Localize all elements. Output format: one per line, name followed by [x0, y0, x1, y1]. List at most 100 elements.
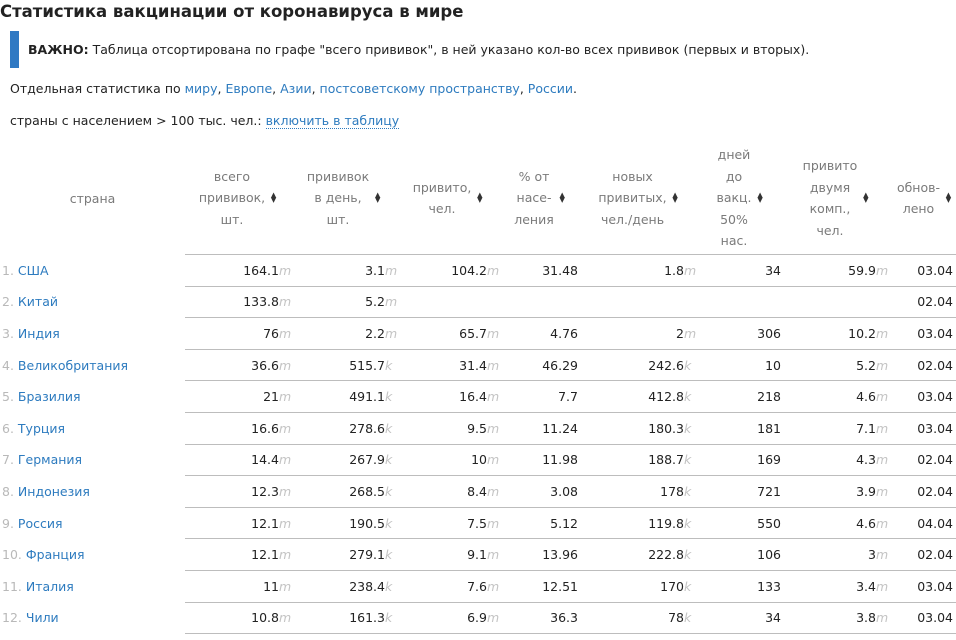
link-asia[interactable]: Азии [280, 81, 312, 96]
link-post-soviet[interactable]: постсоветскому пространству [319, 81, 520, 96]
unit-suffix: m [876, 389, 889, 405]
column-header-content: дней до вакц. 50% нас. ▲ ▼ [700, 144, 780, 252]
country-link[interactable]: Чили [25, 610, 59, 626]
cell-value: 9.5 [467, 420, 487, 436]
country-cell: 8. Индонезия [0, 476, 185, 508]
link-europe[interactable]: Европе [225, 81, 273, 96]
sort-arrows-icon[interactable]: ▲ ▼ [945, 191, 952, 204]
cell-value: 4.6 [856, 515, 876, 531]
separate-stats-links: Отдельная статистика по миру, Европе, Аз… [10, 81, 577, 96]
country-link[interactable]: Китай [17, 294, 58, 310]
daily-cell: 491.1k [291, 380, 397, 413]
table-row: 9. Россия 12.1m 190.5k 7.5m 5.12 119.8k 550 4.6… [0, 506, 956, 539]
sort-arrows-icon[interactable]: ▲ ▼ [672, 191, 678, 204]
cell-value: 34 [765, 262, 781, 278]
country-link[interactable]: Великобритания [17, 357, 129, 373]
column-header-total-vaccinations[interactable]: всего прививок, шт. ▲ ▼ [185, 142, 291, 255]
column-header-label: дней до вакц. 50% нас. [716, 144, 751, 252]
country-link[interactable]: Бразилия [17, 389, 81, 405]
country-link[interactable]: США [17, 262, 49, 278]
cell-value: 02.04 [917, 357, 953, 373]
country-link[interactable]: Италия [25, 578, 74, 594]
cell-value: 7.1 [856, 420, 876, 436]
unit-suffix: m [279, 357, 292, 373]
column-header-new-vaccinated[interactable]: новых привитых, чел./день ▲ ▼ [581, 142, 696, 255]
cell-value: 11.98 [542, 452, 578, 468]
unit-suffix: m [876, 420, 889, 436]
sort-arrows-icon[interactable]: ▲ ▼ [757, 191, 763, 204]
link-world[interactable]: миру [184, 81, 218, 96]
updated-cell: 02.04 [888, 443, 956, 476]
cell-value: 16.4 [459, 389, 487, 405]
country-link[interactable]: Германия [17, 452, 83, 468]
cell-value: 5.2 [365, 294, 385, 310]
percent-cell: 13.96 [499, 538, 581, 571]
column-header-line: страна [69, 190, 116, 206]
sort-arrows-icon[interactable]: ▲ ▼ [270, 191, 277, 204]
percent-cell: 5.12 [499, 506, 581, 539]
country-link[interactable]: Франция [25, 547, 85, 563]
country-link[interactable]: Индия [17, 325, 60, 341]
unit-suffix: k [385, 515, 393, 531]
fully-vaccinated-cell: 5.2m [784, 348, 888, 381]
sort-arrows-icon[interactable]: ▲ ▼ [559, 191, 565, 204]
column-header-country[interactable]: страна [0, 142, 185, 255]
days-cell: 169 [696, 443, 784, 476]
unit-suffix: k [385, 578, 393, 594]
vaccinated-cell: 65.7m [397, 317, 499, 350]
cell-value: 164.1 [243, 262, 279, 278]
column-header-content: % от насе-ления ▲ ▼ [503, 166, 577, 231]
column-header-content: прививок в день, шт. ▲ ▼ [295, 166, 393, 231]
include-in-table-link[interactable]: включить в таблицу [265, 113, 400, 129]
sort-arrows-icon[interactable]: ▲ ▼ [374, 191, 381, 204]
column-header-content: привито двумя комп., чел. ▲ ▼ [788, 155, 884, 241]
column-header-days-to-50[interactable]: дней до вакц. 50% нас. ▲ ▼ [696, 142, 784, 255]
column-header-fully-vaccinated[interactable]: привито двумя комп., чел. ▲ ▼ [784, 142, 888, 255]
cell-value: 13.96 [542, 547, 578, 563]
cell-value: 412.8 [648, 389, 684, 405]
vaccinated-cell: 9.1m [397, 538, 499, 571]
unit-suffix: m [279, 452, 292, 468]
table-row: 11. Италия 11m 238.4k 7.6m 12.51 170k 133 3.4m 0… [0, 569, 956, 603]
column-header-line: прививок, [198, 190, 266, 206]
cell-value: 550 [757, 515, 781, 531]
country-link[interactable]: Индонезия [17, 483, 90, 499]
cell-value: 04.04 [917, 515, 953, 531]
unit-suffix: m [385, 325, 398, 341]
new-vaccinated-cell: 412.8k [581, 380, 696, 413]
sort-arrows-icon[interactable]: ▲ ▼ [477, 191, 483, 204]
link-russia[interactable]: России [527, 81, 573, 96]
unit-suffix: m [279, 294, 292, 310]
sort-arrows-icon[interactable]: ▲ ▼ [863, 191, 869, 204]
fully-vaccinated-cell [784, 285, 888, 318]
column-header-vaccinated[interactable]: привито, чел. ▲ ▼ [397, 142, 499, 255]
cell-value: 119.8 [648, 515, 684, 531]
days-cell: 218 [696, 380, 784, 413]
rank-number: 10. [2, 547, 22, 563]
daily-cell: 238.4k [291, 569, 397, 603]
column-header-line: лено [902, 201, 935, 216]
fully-vaccinated-cell: 4.6m [784, 380, 889, 413]
total-cell: 12.1m [185, 538, 291, 571]
vaccinated-cell: 7.5m [397, 506, 500, 539]
filter-label: страны с населением > 100 тыс. чел.: [10, 113, 266, 128]
column-header-line: чел. [428, 201, 456, 216]
column-header-line: 50% [720, 211, 748, 227]
unit-suffix: k [385, 389, 393, 405]
days-cell: 34 [696, 601, 784, 635]
column-header-percent-population[interactable]: % от насе-ления ▲ ▼ [499, 142, 581, 255]
days-cell: 306 [696, 317, 784, 350]
unit-suffix: m [487, 515, 500, 531]
total-cell: 21m [185, 380, 291, 413]
unit-suffix: m [876, 610, 889, 626]
country-link[interactable]: Турция [17, 420, 66, 436]
column-header-updated[interactable]: обнов-лено ▲ ▼ [888, 142, 956, 255]
column-header-daily-vaccinations[interactable]: прививок в день, шт. ▲ ▼ [291, 142, 397, 255]
cell-value: 02.04 [917, 294, 953, 310]
unit-suffix: k [684, 578, 692, 594]
unit-suffix: k [385, 420, 393, 436]
country-link[interactable]: Россия [17, 515, 63, 531]
column-header-content: обнов-лено ▲ ▼ [892, 177, 952, 220]
days-cell: 550 [696, 506, 784, 539]
unit-suffix: k [385, 452, 393, 468]
